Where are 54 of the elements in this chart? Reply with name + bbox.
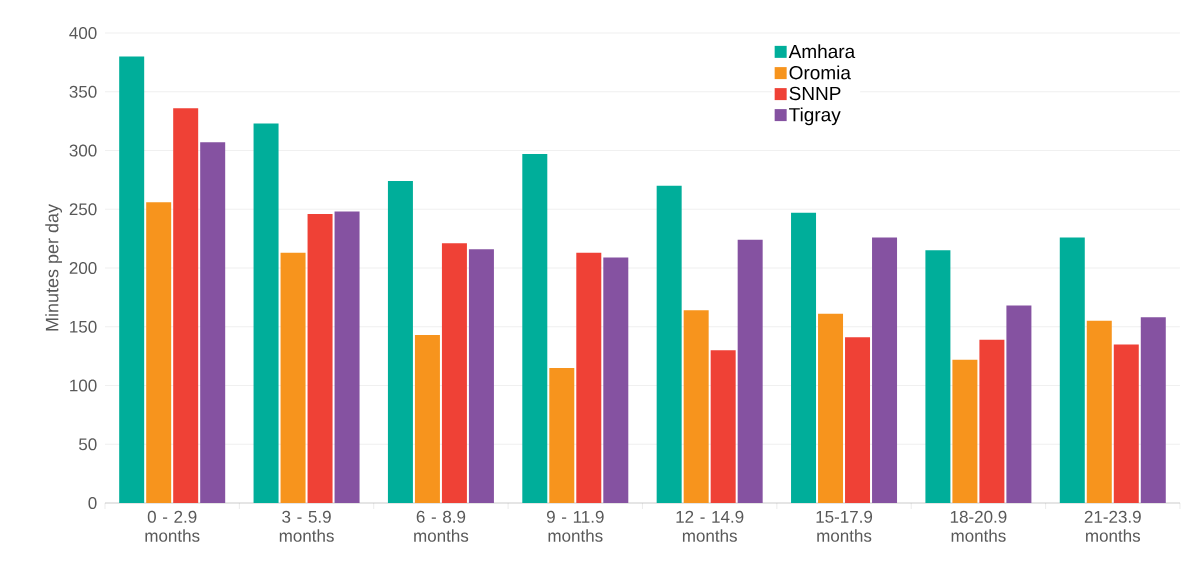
bar: [603, 257, 629, 503]
bar: [576, 252, 602, 503]
bar: [1059, 237, 1085, 503]
x-tick-label: 0 - 2.9 months: [145, 510, 200, 542]
bar: [1006, 305, 1032, 503]
x-tick-label: 21-23.9 months: [1084, 510, 1141, 542]
bar: [791, 212, 817, 503]
bar: [522, 154, 548, 503]
bar: [414, 334, 440, 503]
y-tick-label: 200: [69, 261, 97, 275]
bar: [1140, 317, 1166, 503]
bar: [925, 250, 951, 503]
bar: [845, 337, 871, 503]
y-tick-label: 100: [70, 379, 97, 392]
legend-label: Tigray: [789, 107, 841, 126]
bar: [818, 313, 844, 503]
x-tick-label: 9 - 11.9 months: [546, 510, 604, 542]
bar: [683, 310, 709, 503]
y-tick-label: 150: [70, 320, 97, 333]
x-tick-label: 12 - 14.9 months: [676, 510, 744, 542]
bar: [119, 56, 145, 503]
bar: [441, 243, 467, 503]
y-tick-label: 50: [79, 438, 97, 451]
bar: [737, 239, 763, 503]
bar: [1086, 320, 1112, 503]
bar: [952, 359, 978, 503]
bar: [656, 185, 682, 503]
bar: [468, 249, 494, 503]
bar: [307, 213, 333, 503]
y-tick-label: 400: [69, 26, 97, 40]
bar: [1113, 344, 1139, 503]
y-tick-label: 0: [88, 496, 97, 510]
legend-label: SNNP: [789, 86, 841, 101]
x-tick-label: 6 - 8.9 months: [414, 510, 469, 542]
y-tick-label: 250: [69, 203, 97, 216]
bar: [387, 181, 413, 503]
bar: [872, 237, 898, 503]
bar: [173, 108, 199, 503]
bar: [549, 367, 575, 503]
bar: [710, 350, 736, 503]
y-tick-label: 300: [69, 144, 97, 157]
bar: [334, 211, 360, 503]
legend-label: Amhara: [788, 44, 856, 59]
legend-label: Oromia: [789, 65, 851, 80]
y-tick-label: 350: [69, 85, 97, 98]
bar: [979, 339, 1005, 503]
bar: [146, 202, 172, 503]
x-tick-label: 18-20.9 months: [950, 510, 1007, 542]
bar: [253, 123, 279, 503]
bar: [280, 252, 306, 503]
x-tick-label: 15-17.9 months: [816, 510, 873, 542]
y-axis-title: Minutes per day: [45, 204, 63, 331]
x-tick-label: 3 - 5.9 months: [279, 510, 334, 542]
bar: [200, 142, 226, 503]
